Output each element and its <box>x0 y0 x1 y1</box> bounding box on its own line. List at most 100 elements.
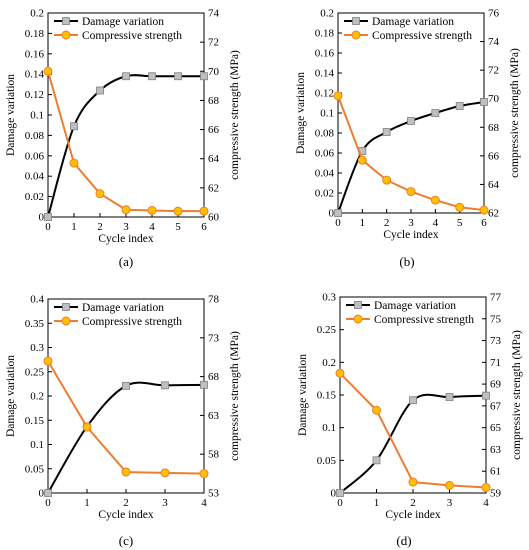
y2-tick-label: 64 <box>208 153 220 165</box>
x-axis-title: Cycle index <box>385 509 440 521</box>
x-tick-label: 4 <box>433 217 439 229</box>
damage-variation-point <box>407 117 415 125</box>
y2-tick-label: 65 <box>490 422 502 434</box>
x-tick-label: 0 <box>337 497 343 509</box>
y2-tick-label: 68 <box>208 95 220 107</box>
x-tick-label: 4 <box>201 497 207 509</box>
y2-tick-label: 64 <box>488 179 500 191</box>
compressive-strength-point <box>445 480 454 490</box>
y-tick-label: 0.2 <box>320 8 334 20</box>
legend-damage-variation-swatch-marker <box>352 17 360 25</box>
compressive-strength-point <box>335 368 345 378</box>
y-tick-label: 0.08 <box>25 130 45 142</box>
damage-variation-point <box>122 381 130 390</box>
compressive-strength-point <box>406 187 416 197</box>
chart-panel-a: 0 0.02 0.04 0.06 0.08 0.1 0.12 0.14 0.16 0.18 0.2 6… <box>5 8 241 270</box>
x-tick-label: 2 <box>410 497 416 509</box>
compressive-strength-point <box>173 206 183 216</box>
y2-tick-label: 67 <box>490 400 502 412</box>
y-tick-label: 0.15 <box>317 390 337 402</box>
y-tick-label: 0.02 <box>25 191 44 203</box>
y2-axis-title: compressive strength (MPa) <box>229 50 241 180</box>
legend-damage-variation-swatch-marker <box>62 17 70 25</box>
y2-tick-label: 72 <box>488 65 499 77</box>
x-tick-label: 1 <box>71 221 77 233</box>
y-tick-label: 0.05 <box>317 455 337 467</box>
damage-variation-point <box>334 209 342 217</box>
legend: Damage variation Compressive strength <box>346 300 474 326</box>
damage-variation-point <box>148 72 156 81</box>
y-tick-label: 0.06 <box>25 150 45 162</box>
y-tick-label: 0.1 <box>320 108 334 120</box>
y2-tick-label: 76 <box>488 8 500 20</box>
panel-label: (d) <box>396 533 411 548</box>
x-tick-label: 3 <box>162 497 168 509</box>
compressive-strength-point <box>333 91 343 101</box>
y-axis-title: Damage variation <box>297 354 309 436</box>
y2-tick-label: 60 <box>208 212 220 224</box>
x-tick-label: 3 <box>447 497 453 509</box>
compressive-strength-point <box>199 206 209 216</box>
y2-tick-label: 62 <box>488 208 499 220</box>
y2-tick-label: 77 <box>490 292 502 304</box>
chart-panel-d: 0 0.05 0.1 0.15 0.2 0.25 0.3 59 61 63 65 67 69 71 73 75… <box>297 292 523 549</box>
damage-variation-point <box>409 396 417 405</box>
y-tick-label: 0.18 <box>315 28 335 40</box>
legend-damage-variation-label: Damage variation <box>82 16 164 28</box>
plot-frame <box>47 298 205 494</box>
y2-axis-title: compressive strength (MPa) <box>229 331 241 461</box>
x-tick-label: 0 <box>45 221 51 233</box>
x-tick-label: 6 <box>481 217 487 229</box>
y2-tick-label: 68 <box>208 371 220 383</box>
panel-label: (a) <box>119 254 133 269</box>
y-tick-label: 0.1 <box>322 422 336 434</box>
y2-tick-label: 63 <box>208 410 220 422</box>
y-tick-label: 0.15 <box>25 415 45 427</box>
y-tick-label: 0.3 <box>322 292 336 304</box>
x-tick-label: 3 <box>123 221 129 233</box>
legend-compressive-strength-swatch-marker <box>353 314 363 324</box>
chart-panel-c: 0 0.05 0.1 0.15 0.2 0.25 0.3 0.35 0.4 53 58 63 68 73 7… <box>5 294 241 549</box>
y2-tick-label: 74 <box>208 8 220 20</box>
y-tick-label: 0.2 <box>30 8 44 20</box>
panel-label: (b) <box>399 254 414 269</box>
y-tick-label: 0.2 <box>322 357 336 369</box>
compressive-strength-point <box>121 205 131 215</box>
y-tick-label: 0.16 <box>25 48 45 60</box>
y-tick-label: 0 <box>39 212 45 224</box>
x-tick-label: 1 <box>84 497 90 509</box>
y-tick-label: 0 <box>331 488 337 500</box>
y-tick-label: 0.1 <box>30 110 44 122</box>
compressive-strength-point <box>455 202 465 212</box>
y-axis-title: Damage variation <box>5 74 17 156</box>
damage-variation-point <box>445 393 454 401</box>
damage-variation-line <box>47 74 204 218</box>
compressive-strength-point <box>160 468 170 478</box>
x-tick-label: 2 <box>123 497 129 509</box>
damage-variation-point <box>96 86 104 95</box>
damage-variation-point <box>480 98 488 106</box>
y-axis-title: Damage variation <box>5 355 17 437</box>
y2-tick-label: 71 <box>490 357 501 369</box>
damage-variation-point <box>455 102 464 110</box>
damage-variation-point <box>431 109 440 117</box>
x-axis-title: Cycle index <box>98 233 153 245</box>
y2-tick-label: 62 <box>208 182 219 194</box>
damage-variation-point <box>200 72 208 81</box>
y-tick-label: 0.04 <box>25 171 45 183</box>
damage-variation-point <box>382 128 391 136</box>
y2-tick-label: 61 <box>490 466 501 478</box>
legend-compressive-strength-swatch-marker <box>61 316 71 326</box>
x-tick-label: 2 <box>384 217 390 229</box>
damage-variation-point <box>336 489 344 497</box>
y-tick-label: 0.05 <box>25 463 45 475</box>
y-tick-label: 0 <box>39 488 45 500</box>
legend-damage-variation-label: Damage variation <box>372 16 454 28</box>
plot-frame <box>47 12 205 218</box>
y2-tick-label: 68 <box>488 122 500 134</box>
y-tick-label: 0.06 <box>315 148 335 160</box>
damage-variation-point <box>44 213 52 221</box>
compressive-strength-point <box>372 405 381 415</box>
damage-variation-point <box>122 72 130 81</box>
x-tick-label: 0 <box>45 497 51 509</box>
